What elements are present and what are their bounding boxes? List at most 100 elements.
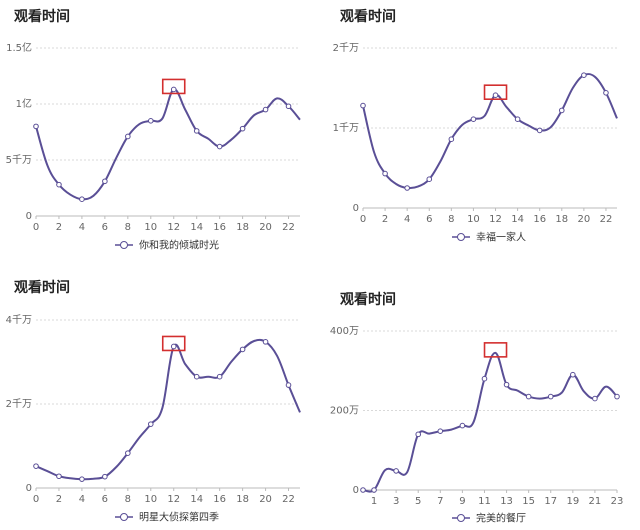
legend-marker[interactable]: [457, 514, 465, 522]
x-tick-label: 22: [600, 214, 613, 225]
x-tick-label: 0: [33, 222, 39, 233]
x-tick-label: 12: [167, 222, 180, 233]
x-tick-label: 16: [533, 214, 546, 225]
data-point: [216, 143, 223, 150]
data-point: [147, 118, 154, 124]
chart-title: 观看时间: [340, 8, 396, 25]
data-point: [285, 103, 292, 110]
y-tick-label: 1千万: [333, 122, 359, 134]
data-point: [525, 393, 532, 400]
data-point: [56, 181, 62, 188]
x-tick-label: 18: [555, 214, 568, 225]
highlight-box: [161, 78, 186, 95]
data-point: [437, 428, 444, 434]
series-line: [35, 338, 301, 481]
chart-panel-1: 观看时间 0 5千万 1亿 1.5亿 0 2 4 6 8 10 12 14 16 18 20 22 你和我的倾城…: [6, 8, 301, 252]
data-point: [102, 473, 108, 480]
x-tick-label: 23: [611, 496, 624, 507]
data-point: [193, 373, 200, 380]
data-point: [262, 106, 269, 113]
y-tick-label: 4千万: [6, 314, 32, 326]
data-point: [102, 178, 108, 185]
data-point: [125, 133, 131, 140]
x-tick-label: 4: [79, 494, 85, 505]
x-tick-label: 4: [404, 214, 410, 225]
x-tick-label: 7: [437, 496, 443, 507]
data-point: [371, 487, 377, 493]
y-tick-label: 2千万: [333, 42, 359, 54]
x-tick-label: 4: [79, 222, 85, 233]
x-tick-label: 10: [144, 222, 157, 233]
x-tick-label: 20: [578, 214, 591, 225]
chart-title: 观看时间: [14, 8, 70, 25]
series-line: [35, 88, 301, 201]
series-line: [362, 72, 618, 190]
series-line: [362, 351, 618, 493]
data-point: [360, 102, 366, 109]
x-tick-label: 2: [56, 494, 62, 505]
data-point: [79, 476, 85, 482]
x-tick-label: 6: [102, 222, 108, 233]
data-point: [360, 487, 366, 493]
data-point: [56, 473, 62, 480]
data-point: [239, 346, 246, 353]
data-point: [547, 393, 554, 400]
legend-label[interactable]: 幸福一家人: [476, 231, 526, 244]
data-point: [581, 72, 587, 78]
legend-label[interactable]: 明星大侦探第四季: [139, 511, 219, 524]
data-point: [170, 343, 177, 350]
x-tick-label: 2: [382, 214, 388, 225]
data-point: [426, 176, 433, 182]
x-tick-label: 20: [259, 222, 272, 233]
legend-marker[interactable]: [120, 241, 128, 249]
x-tick-label: 10: [144, 494, 157, 505]
y-tick-label: 0: [353, 485, 359, 496]
data-point: [33, 123, 39, 130]
data-point: [125, 450, 131, 456]
x-tick-label: 6: [426, 214, 432, 225]
x-tick-label: 5: [415, 496, 421, 507]
x-tick-label: 20: [259, 494, 272, 505]
x-tick-label: 8: [448, 214, 454, 225]
x-tick-label: 3: [393, 496, 399, 507]
data-point: [570, 371, 576, 378]
x-tick-label: 12: [489, 214, 502, 225]
x-tick-label: 14: [511, 214, 524, 225]
x-tick-label: 21: [589, 496, 602, 507]
data-point: [603, 90, 609, 96]
x-tick-label: 8: [125, 494, 131, 505]
y-tick-label: 1.5亿: [6, 41, 32, 54]
data-point: [170, 86, 177, 93]
data-point: [592, 395, 598, 402]
x-tick-label: 18: [236, 494, 249, 505]
data-point: [382, 170, 388, 177]
x-tick-label: 2: [56, 222, 62, 233]
data-point: [614, 393, 620, 400]
legend-marker[interactable]: [120, 513, 128, 521]
data-point: [503, 381, 510, 388]
x-tick-label: 16: [213, 222, 226, 233]
x-tick-label: 0: [360, 214, 366, 225]
legend-label[interactable]: 完美的餐厅: [476, 512, 526, 525]
highlight-box: [483, 342, 508, 358]
data-point: [193, 128, 200, 134]
y-tick-label: 2千万: [6, 398, 32, 410]
x-tick-label: 6: [102, 494, 108, 505]
y-tick-label: 0: [353, 203, 359, 214]
legend-marker[interactable]: [457, 233, 465, 241]
legend-label[interactable]: 你和我的倾城时光: [139, 239, 219, 252]
data-point: [147, 421, 154, 427]
data-point: [393, 468, 399, 474]
highlight-box: [483, 84, 508, 100]
data-point: [33, 463, 39, 469]
x-tick-label: 13: [500, 496, 513, 507]
x-tick-label: 22: [282, 222, 295, 233]
x-tick-label: 18: [236, 222, 249, 233]
x-tick-label: 22: [282, 494, 295, 505]
y-tick-label: 5千万: [6, 154, 32, 166]
chart-title: 观看时间: [14, 279, 70, 296]
data-point: [404, 185, 410, 191]
x-tick-label: 8: [125, 222, 131, 233]
data-point: [470, 116, 477, 122]
